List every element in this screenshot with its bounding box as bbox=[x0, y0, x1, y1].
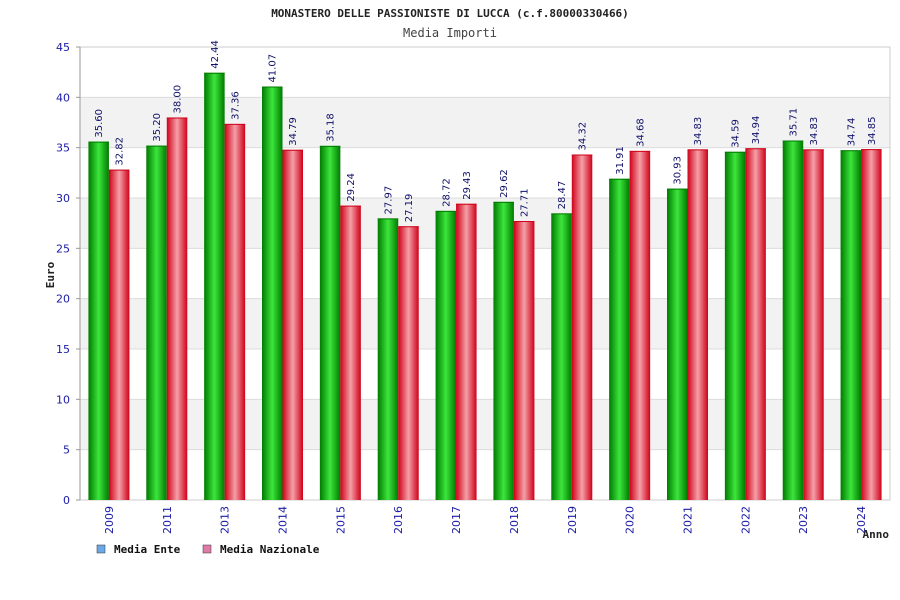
data-label: 34.32 bbox=[578, 122, 589, 151]
y-tick-label: 40 bbox=[56, 91, 70, 104]
x-tick-label: 2011 bbox=[161, 506, 174, 534]
bar-nazionale-2009 bbox=[108, 169, 130, 500]
bar-ente-2009 bbox=[88, 141, 109, 501]
bar-nazionale-2011 bbox=[166, 117, 188, 500]
bar-ente-2013 bbox=[204, 72, 225, 501]
x-axis-ticks: 2009 2011 2013 2014 2015 2016 2017 2018 2019 2020… bbox=[103, 506, 868, 534]
bar-nazionale-2022 bbox=[745, 148, 766, 500]
y-axis-label: Euro bbox=[44, 261, 57, 288]
x-tick-label: 2013 bbox=[219, 506, 232, 534]
data-label: 27.71 bbox=[520, 188, 531, 217]
y-axis-ticks: 0 5 10 15 20 25 30 35 40 45 bbox=[56, 41, 80, 507]
data-label: 34.59 bbox=[731, 119, 742, 148]
data-label: 34.94 bbox=[751, 116, 762, 145]
bar-nazionale-2023 bbox=[803, 149, 824, 501]
x-tick-label: 2023 bbox=[797, 506, 810, 534]
data-label: 30.93 bbox=[673, 156, 684, 185]
data-label: 27.97 bbox=[383, 186, 394, 215]
data-label: 29.24 bbox=[346, 173, 357, 202]
bar-ente-2024 bbox=[840, 150, 862, 500]
bar-ente-2020 bbox=[609, 178, 630, 501]
data-label: 42.44 bbox=[210, 40, 221, 69]
bar-nazionale-2024 bbox=[861, 149, 882, 500]
bar-nazionale-2014 bbox=[282, 149, 303, 500]
data-label: 35.60 bbox=[94, 109, 105, 138]
chart-subtitle: Media Importi bbox=[403, 26, 497, 40]
bar-ente-2019 bbox=[551, 213, 572, 501]
bar-ente-2023 bbox=[782, 140, 804, 500]
legend-swatch-media-nazionale bbox=[202, 544, 212, 554]
data-label: 35.18 bbox=[326, 113, 337, 142]
bar-nazionale-2015 bbox=[340, 205, 361, 500]
x-tick-label: 2017 bbox=[450, 506, 463, 534]
data-label: 34.83 bbox=[809, 117, 820, 146]
y-tick-label: 45 bbox=[56, 41, 70, 54]
legend-label-media-nazionale: Media Nazionale bbox=[220, 543, 320, 556]
bar-ente-2016 bbox=[377, 218, 399, 500]
data-labels-group: 35.60 32.82 35.20 38.00 42.44 37.36 41.07 34.79… bbox=[94, 40, 878, 222]
y-tick-label: 25 bbox=[56, 242, 70, 255]
data-label: 34.85 bbox=[867, 117, 878, 146]
y-tick-label: 20 bbox=[56, 293, 70, 306]
y-tick-label: 30 bbox=[56, 192, 70, 205]
bar-nazionale-2020 bbox=[629, 150, 651, 500]
y-tick-label: 15 bbox=[56, 343, 70, 356]
x-tick-label: 2020 bbox=[624, 506, 637, 534]
data-label: 28.72 bbox=[441, 178, 452, 207]
grid-band bbox=[80, 298, 890, 349]
x-tick-label: 2021 bbox=[682, 506, 695, 534]
legend: Media Ente Media Nazionale bbox=[96, 543, 320, 556]
bar-nazionale-2016 bbox=[398, 226, 419, 500]
x-tick-label: 2014 bbox=[277, 506, 290, 534]
legend-swatch-media-ente bbox=[96, 544, 106, 554]
legend-label-media-ente: Media Ente bbox=[114, 543, 181, 556]
bars-group bbox=[88, 72, 882, 501]
data-label: 27.19 bbox=[404, 194, 415, 223]
plot-background bbox=[80, 47, 890, 500]
data-label: 29.62 bbox=[499, 169, 510, 198]
data-label: 37.36 bbox=[230, 91, 241, 120]
y-tick-label: 5 bbox=[63, 444, 70, 457]
data-label: 38.00 bbox=[173, 85, 184, 114]
data-label: 32.82 bbox=[115, 137, 126, 166]
bar-ente-2022 bbox=[724, 151, 746, 500]
data-label: 28.47 bbox=[557, 181, 568, 210]
grid-band bbox=[80, 198, 890, 249]
data-label: 41.07 bbox=[268, 54, 279, 83]
y-tick-label: 35 bbox=[56, 142, 70, 155]
bar-ente-2018 bbox=[493, 201, 514, 501]
bar-nazionale-2017 bbox=[456, 203, 477, 500]
bar-nazionale-2019 bbox=[571, 154, 593, 500]
x-tick-label: 2019 bbox=[566, 506, 579, 534]
x-tick-label: 2022 bbox=[739, 506, 752, 534]
x-axis-label: Anno bbox=[863, 528, 890, 541]
bar-nazionale-2013 bbox=[224, 123, 246, 500]
y-tick-label: 0 bbox=[63, 494, 70, 507]
bar-nazionale-2018 bbox=[513, 221, 535, 500]
data-label: 35.71 bbox=[788, 108, 799, 137]
x-tick-label: 2016 bbox=[392, 506, 405, 534]
grid-band bbox=[80, 97, 890, 148]
bar-ente-2015 bbox=[319, 145, 341, 500]
data-label: 35.20 bbox=[152, 113, 163, 142]
x-tick-label: 2015 bbox=[334, 506, 347, 534]
grid-band bbox=[80, 399, 890, 450]
data-label: 34.83 bbox=[693, 117, 704, 146]
x-tick-label: 2009 bbox=[103, 506, 116, 534]
bar-nazionale-2021 bbox=[687, 149, 708, 501]
bar-ente-2014 bbox=[262, 86, 283, 500]
chart-title: MONASTERO DELLE PASSIONISTE DI LUCCA (c.… bbox=[271, 7, 629, 20]
data-label: 34.68 bbox=[635, 118, 646, 147]
x-tick-label: 2018 bbox=[508, 506, 521, 534]
bar-ente-2017 bbox=[435, 210, 457, 501]
data-label: 29.43 bbox=[462, 171, 473, 200]
data-label: 34.79 bbox=[288, 117, 299, 146]
bar-ente-2011 bbox=[146, 145, 167, 501]
y-tick-label: 10 bbox=[56, 393, 70, 406]
data-label: 34.74 bbox=[846, 118, 857, 147]
bar-ente-2021 bbox=[667, 188, 688, 500]
x-tick-label: 2024 bbox=[855, 506, 868, 534]
data-label: 31.91 bbox=[615, 146, 626, 175]
